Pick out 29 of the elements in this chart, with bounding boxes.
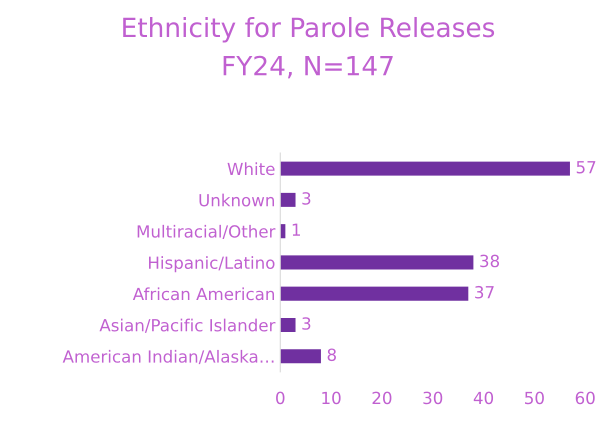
data-label: 8	[328, 348, 336, 362]
y-tick-label: White	[228, 162, 275, 176]
y-tick-label: Hispanic/Latino	[149, 256, 275, 272]
bar	[280, 286, 468, 301]
x-tick-label: 10	[322, 392, 341, 404]
x-tick-label: 30	[423, 392, 442, 404]
data-label: 3	[302, 192, 310, 205]
data-label: 38	[480, 254, 500, 268]
x-tick-label: 60	[576, 392, 595, 404]
y-tick-label: Unknown	[200, 194, 274, 206]
chart-title: Ethnicity for Parole Releases	[123, 16, 494, 43]
data-label: 1	[292, 224, 300, 236]
bar	[280, 255, 474, 270]
data-label: 57	[576, 161, 596, 174]
x-tick-label: 50	[525, 392, 544, 404]
y-tick-label: African American	[132, 287, 274, 300]
y-tick-label: Multiracial/Other	[138, 224, 276, 240]
bar	[280, 162, 570, 176]
y-tick-label: American Indian/Alaska…	[62, 350, 274, 364]
x-tick-label: 20	[372, 392, 392, 404]
x-tick-label: 0	[276, 392, 284, 404]
x-tick-label: 40	[474, 392, 494, 404]
bar	[280, 318, 296, 332]
chart-subtitle: FY24, N=147	[224, 56, 393, 78]
bar	[280, 192, 296, 207]
bar	[280, 349, 321, 364]
y-tick-label: Asian/Pacific Islander	[99, 318, 276, 333]
data-label: 3	[302, 317, 310, 330]
data-label: 37	[475, 286, 494, 299]
